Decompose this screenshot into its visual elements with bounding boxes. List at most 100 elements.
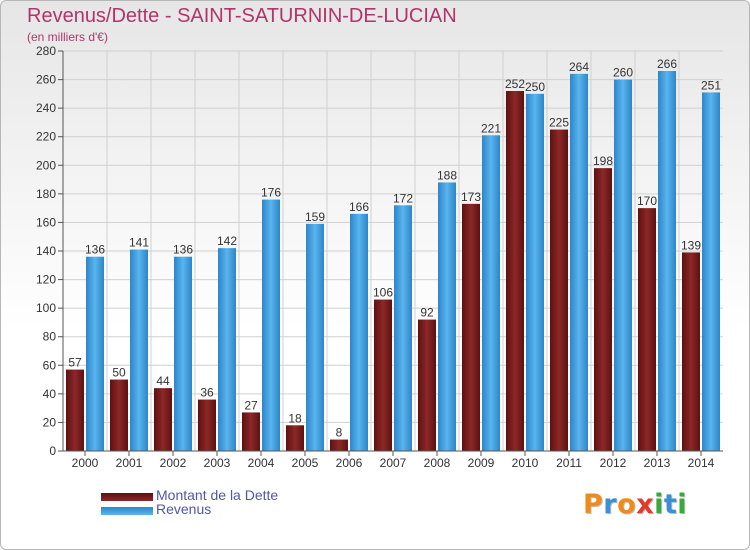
revenus-bar-label: 176 (261, 186, 281, 200)
x-tick-label: 2011 (556, 456, 582, 470)
logo-letter: r (603, 489, 618, 520)
chart-subtitle: (en milliers d'€) (27, 30, 108, 44)
legend-label-revenus: Revenus (156, 501, 212, 517)
x-tick-label: 2005 (292, 456, 319, 470)
revenus-bar (570, 73, 588, 451)
x-tick-label: 2000 (72, 456, 99, 470)
debt-bar (286, 425, 304, 451)
legend-swatch-revenus (101, 507, 153, 515)
debt-bar (506, 91, 524, 451)
debt-bar (550, 129, 568, 452)
x-tick-label: 2002 (160, 456, 187, 470)
y-tick-label: 160 (36, 215, 56, 229)
y-tick-label: 60 (43, 358, 57, 372)
debt-bar-label: 92 (420, 306, 434, 320)
logo-letter: P (583, 489, 604, 520)
revenus-bar (438, 182, 456, 451)
debt-bar-label: 198 (593, 154, 613, 168)
debt-bar-label: 18 (288, 411, 302, 425)
debt-bar-label: 252 (505, 77, 525, 91)
revenus-bar (658, 71, 676, 451)
x-tick-label: 2010 (512, 456, 539, 470)
debt-bar-label: 8 (336, 426, 343, 440)
y-tick-label: 0 (49, 444, 56, 458)
debt-bar-label: 225 (549, 116, 569, 130)
x-tick-label: 2001 (116, 456, 143, 470)
x-tick-label: 2003 (204, 456, 231, 470)
y-tick-label: 180 (36, 187, 56, 201)
debt-bar (154, 388, 172, 451)
y-tick-label: 40 (43, 387, 57, 401)
logo-letter: i (677, 489, 688, 520)
x-tick-label: 2012 (600, 456, 627, 470)
revenus-bar (702, 92, 720, 451)
revenus-bar (614, 79, 632, 452)
debt-bar (374, 299, 392, 451)
logo-letter: o (617, 489, 637, 520)
y-tick-label: 260 (36, 73, 56, 87)
logo-letter: x (636, 489, 655, 520)
revenus-bar (482, 135, 500, 452)
legend-label-dette: Montant de la Dette (156, 487, 279, 503)
debt-bar (330, 439, 348, 451)
debt-bar-label: 173 (461, 190, 481, 204)
debt-bar-label: 36 (200, 386, 214, 400)
revenus-bar-label: 136 (85, 243, 105, 257)
chart-title: Revenus/Dette - SAINT-SATURNIN-DE-LUCIAN (27, 5, 457, 27)
debt-bar-label: 57 (68, 356, 82, 370)
debt-bar-label: 170 (637, 194, 657, 208)
legend-swatch-dette (101, 493, 153, 501)
x-tick-label: 2008 (424, 456, 451, 470)
revenus-bar-label: 172 (393, 191, 413, 205)
debt-bar (66, 369, 84, 451)
y-tick-label: 20 (43, 415, 57, 429)
y-tick-label: 80 (43, 330, 57, 344)
y-tick-label: 100 (36, 301, 56, 315)
debt-bar (198, 399, 216, 451)
debt-bar (462, 203, 480, 451)
debt-bar-label: 50 (112, 366, 126, 380)
y-tick-label: 240 (36, 101, 56, 115)
x-tick-label: 2006 (336, 456, 363, 470)
y-tick-label: 140 (36, 244, 56, 258)
y-tick-label: 200 (36, 158, 56, 172)
revenus-bar (130, 249, 148, 451)
x-tick-label: 2013 (644, 456, 671, 470)
revenus-bar (394, 205, 412, 451)
revenus-bar (526, 93, 544, 451)
y-tick-label: 220 (36, 130, 56, 144)
revenus-bar-label: 136 (173, 243, 193, 257)
debt-bar-label: 44 (156, 374, 170, 388)
revenus-bar-label: 260 (613, 66, 633, 80)
revenus-bar (174, 256, 192, 451)
revenus-bar (218, 248, 236, 451)
debt-bar (242, 412, 260, 451)
logo-letter: i (654, 489, 664, 520)
revenus-bar-label: 251 (701, 78, 721, 92)
proxiti-logo: Proxiti (583, 489, 687, 520)
x-tick-label: 2004 (248, 456, 275, 470)
debt-bar (594, 168, 612, 451)
debt-bar (638, 208, 656, 451)
y-tick-label: 280 (36, 44, 56, 58)
x-tick-label: 2014 (688, 456, 715, 470)
revenus-bar-label: 142 (217, 234, 237, 248)
revenus-bar (306, 223, 324, 451)
revenus-bar-label: 221 (481, 121, 501, 135)
debt-bar-label: 27 (244, 398, 258, 412)
revenus-bar-label: 159 (305, 210, 325, 224)
debt-bar-label: 139 (681, 238, 701, 252)
revenus-bar-label: 141 (129, 236, 149, 250)
x-tick-label: 2007 (380, 456, 407, 470)
debt-bar (682, 252, 700, 451)
revenus-bar-label: 266 (657, 57, 677, 71)
revenus-bar-label: 166 (349, 200, 369, 214)
revenus-bar-label: 188 (437, 168, 457, 182)
y-tick-label: 120 (36, 273, 56, 287)
revenus-bar (86, 256, 104, 451)
revenus-bar-label: 264 (569, 60, 589, 74)
revenus-bar-label: 250 (525, 80, 545, 94)
x-tick-label: 2009 (468, 456, 495, 470)
